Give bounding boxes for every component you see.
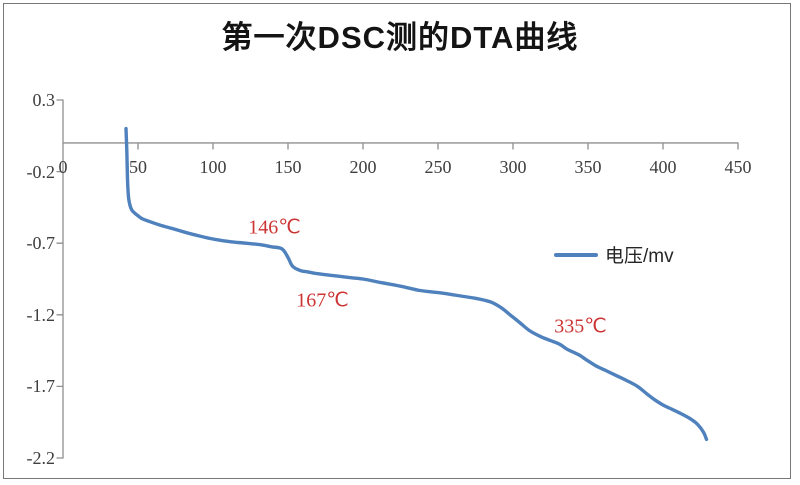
legend: 电压/mv xyxy=(554,241,674,268)
dta-curve xyxy=(124,126,709,442)
legend-label: 电压/mv xyxy=(605,246,674,267)
chart-title: 第一次DSC测的DTA曲线 xyxy=(221,20,579,55)
legend-line-swatch xyxy=(554,252,598,257)
axes-and-ticks xyxy=(56,99,739,459)
